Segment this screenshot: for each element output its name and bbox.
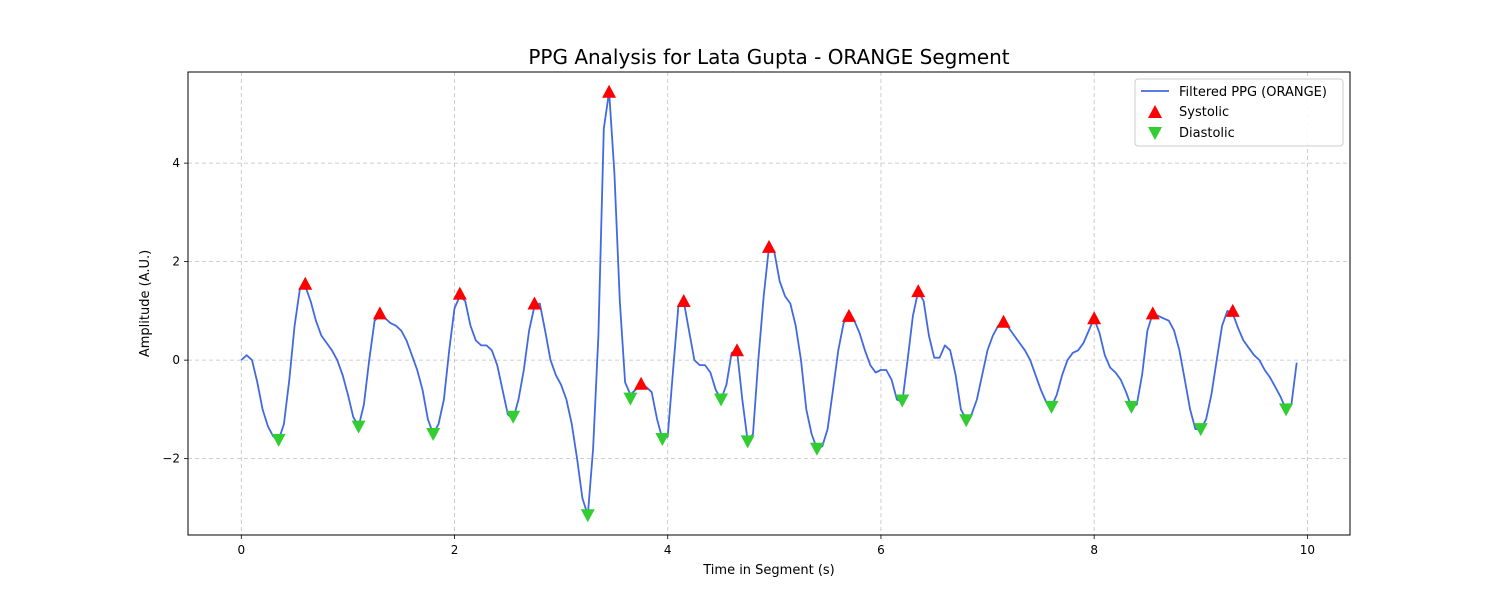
diastolic-point (959, 414, 974, 428)
grid-lines (188, 72, 1350, 535)
diastolic-point (351, 420, 366, 434)
diastolic-point (895, 394, 910, 408)
y-axis-ticks: −2 0 2 4 (162, 156, 188, 466)
diastolic-point (506, 410, 521, 424)
diastolic-point (271, 433, 286, 447)
systolic-point (676, 294, 691, 308)
legend-entry-systolic: Systolic (1179, 105, 1229, 120)
legend-diastolic-marker (1148, 127, 1162, 140)
legend-entry-diastolic: Diastolic (1179, 126, 1235, 141)
chart-title: PPG Analysis for Lata Gupta - ORANGE Seg… (528, 45, 1009, 69)
legend-box (1134, 78, 1344, 147)
x-axis-ticks: 0 2 4 6 8 10 (237, 535, 1315, 557)
diastolic-point (1044, 400, 1059, 414)
systolic-point (762, 239, 776, 253)
systolic-point (298, 276, 313, 290)
x-tick-label: 8 (1090, 543, 1098, 557)
x-axis-label: Time in Segment (s) (702, 563, 834, 578)
systolic-point (911, 284, 926, 298)
diastolic-point (655, 432, 670, 446)
diastolic-point (714, 393, 729, 407)
x-tick-label: 2 (451, 543, 459, 557)
diastolic-point (1193, 423, 1208, 437)
legend-entry-filtered-ppg: Filtered PPG (ORANGE) (1179, 85, 1327, 100)
systolic-point (1145, 306, 1160, 320)
y-tick-label: −2 (162, 452, 180, 466)
systolic-point (730, 343, 745, 357)
diastolic-point (809, 442, 824, 456)
x-tick-label: 4 (664, 543, 672, 557)
diastolic-point (623, 392, 638, 406)
systolic-point (841, 308, 856, 322)
systolic-point (372, 306, 387, 320)
plot-frame (187, 71, 1351, 536)
legend-systolic-marker (1148, 105, 1162, 118)
diastolic-point (1124, 400, 1139, 414)
systolic-point (527, 296, 542, 310)
diastolic-point (1279, 403, 1294, 417)
y-tick-label: 0 (172, 353, 180, 367)
systolic-point (634, 376, 649, 390)
series-layer (240, 84, 1298, 523)
systolic-point (1087, 311, 1102, 325)
y-tick-label: 2 (172, 255, 180, 269)
systolic-point (996, 314, 1011, 328)
diastolic-point (580, 509, 595, 523)
systolic-point (452, 286, 467, 300)
systolic-point (1225, 303, 1240, 317)
x-tick-label: 10 (1300, 543, 1315, 557)
x-tick-label: 0 (237, 543, 245, 557)
y-axis-label: Amplitude (A.U.) (138, 250, 153, 357)
systolic-point (602, 84, 617, 98)
x-tick-label: 6 (877, 543, 885, 557)
diastolic-point (426, 428, 441, 442)
legend: Filtered PPG (ORANGE) Systolic Diastolic (1134, 78, 1344, 147)
diastolic-point (740, 435, 755, 449)
y-tick-label: 4 (172, 156, 180, 170)
